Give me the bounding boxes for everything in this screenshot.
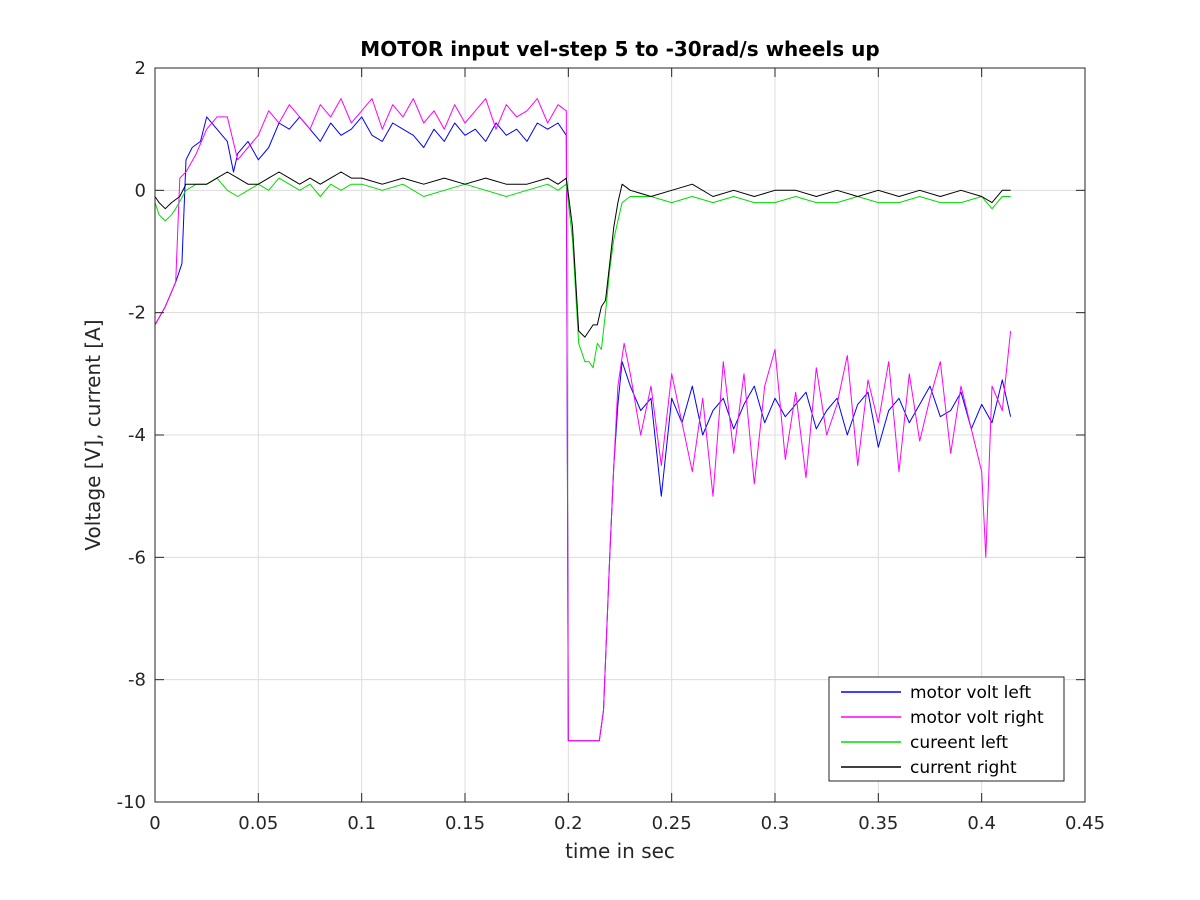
x-axis-label: time in sec: [565, 839, 675, 863]
legend-label: current right: [910, 758, 1017, 778]
legend-label: cureent left: [910, 733, 1008, 753]
legend-box: [828, 676, 1065, 782]
x-tick-label: 0.35: [858, 813, 898, 834]
x-tick-label: 0: [149, 813, 160, 834]
ticks: 0 0.05 0.1 0.15 0.2 0.25 0.3 0.35 0.4 0.45 -10 -8 -6…: [117, 58, 1105, 834]
y-tick-label: -8: [128, 670, 146, 691]
legend-label: motor volt right: [910, 708, 1044, 728]
x-tick-label: 0.25: [652, 813, 692, 834]
y-axis-label: Voltage [V], current [A]: [81, 319, 105, 550]
y-tick-label: -10: [117, 792, 146, 813]
legend: motor volt left motor volt right cureent l…: [828, 676, 1065, 782]
legend-label: motor volt left: [910, 683, 1032, 703]
y-tick-label: -6: [128, 547, 146, 568]
series-group: [154, 98, 1012, 742]
x-tick-label: 0.2: [554, 813, 583, 834]
x-tick-label: 0.3: [761, 813, 790, 834]
x-tick-label: 0.15: [445, 813, 485, 834]
y-tick-label: 2: [135, 58, 146, 79]
x-tick-label: 0.05: [238, 813, 278, 834]
x-tick-label: 0.45: [1065, 813, 1105, 834]
y-tick-label: -2: [128, 303, 146, 324]
series-line-cureent-left: [154, 177, 1011, 369]
x-tick-label: 0.4: [967, 813, 996, 834]
x-tick-label: 0.1: [347, 813, 376, 834]
y-tick-label: 0: [135, 180, 146, 201]
series-line-current-right: [154, 171, 1011, 338]
series-line-motor-volt-right: [154, 98, 1012, 742]
y-tick-label: -4: [128, 425, 146, 446]
chart-title: MOTOR input vel-step 5 to -30rad/s wheel…: [360, 37, 879, 61]
